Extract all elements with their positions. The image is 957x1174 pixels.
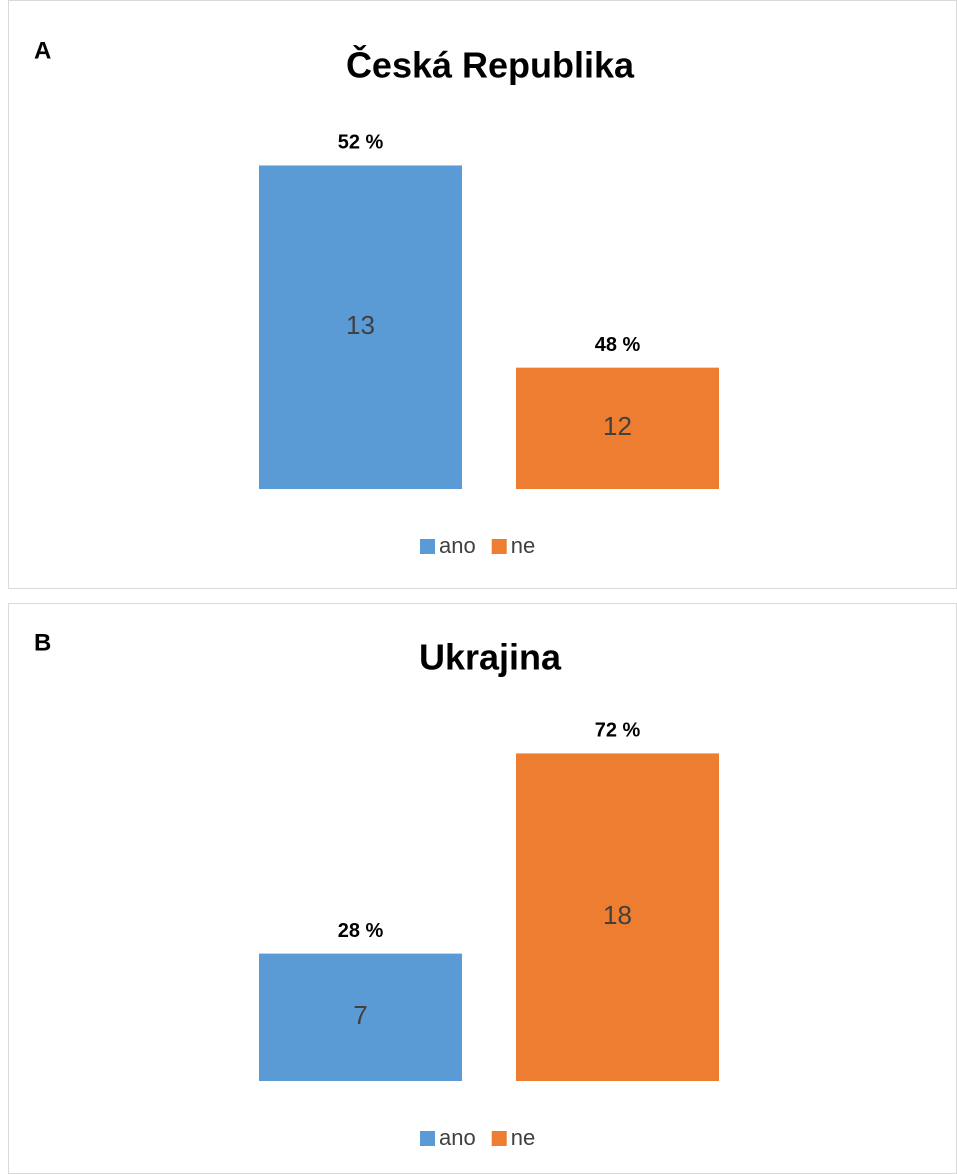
bar-percent-label: 48 % <box>595 334 641 356</box>
bar-value-label: 18 <box>603 900 632 930</box>
bar <box>259 165 462 489</box>
bar <box>259 953 462 1081</box>
legend-label: ne <box>511 533 535 558</box>
panel-label: A <box>34 37 51 64</box>
legend-swatch <box>420 539 435 554</box>
panel-label: B <box>34 629 51 656</box>
chart-title: Ukrajina <box>419 637 562 678</box>
bar-value-label: 12 <box>603 411 632 441</box>
bar-value-label: 7 <box>353 1000 367 1030</box>
legend-swatch <box>491 1131 507 1146</box>
bar-percent-label: 72 % <box>595 720 641 742</box>
bar <box>516 753 719 1081</box>
legend-swatch <box>420 1131 435 1146</box>
legend-swatch <box>491 539 507 554</box>
bar <box>516 367 719 489</box>
bar-percent-label: 52 % <box>338 132 384 154</box>
legend-label: ano <box>439 1125 476 1150</box>
bar-percent-label: 28 % <box>338 920 384 942</box>
chart-title: Česká Republika <box>346 44 635 86</box>
legend-label: ne <box>511 1125 535 1150</box>
panel-frame <box>8 0 957 589</box>
panel-frame <box>8 603 957 1174</box>
legend-label: ano <box>439 533 476 558</box>
bar-value-label: 13 <box>346 310 375 340</box>
